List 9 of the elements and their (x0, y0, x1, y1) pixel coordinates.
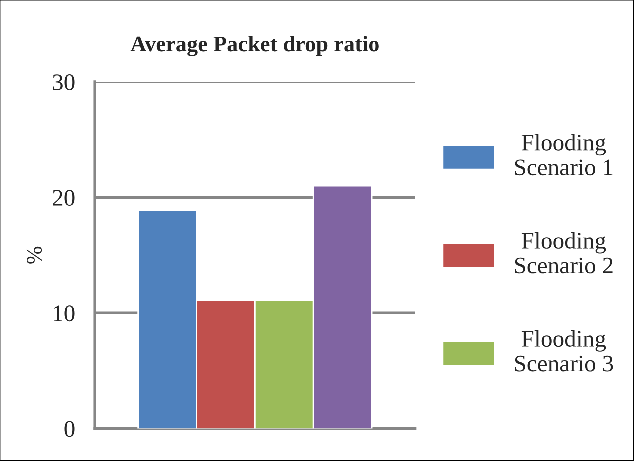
y-axis-title: % (26, 246, 42, 264)
y-tick-label: 10 (54, 306, 75, 322)
y-tick-label: 0 (64, 421, 75, 438)
legend-label: Flooding Scenario 3 (515, 330, 614, 372)
legend-label: Flooding Scenario 2 (515, 232, 613, 274)
legend-label: Flooding Scenario 1 (515, 134, 613, 176)
y-tick-label: 30 (53, 74, 75, 90)
chart-title: Average Packet drop ratio (130, 36, 379, 56)
y-tick-label: 20 (53, 190, 75, 206)
